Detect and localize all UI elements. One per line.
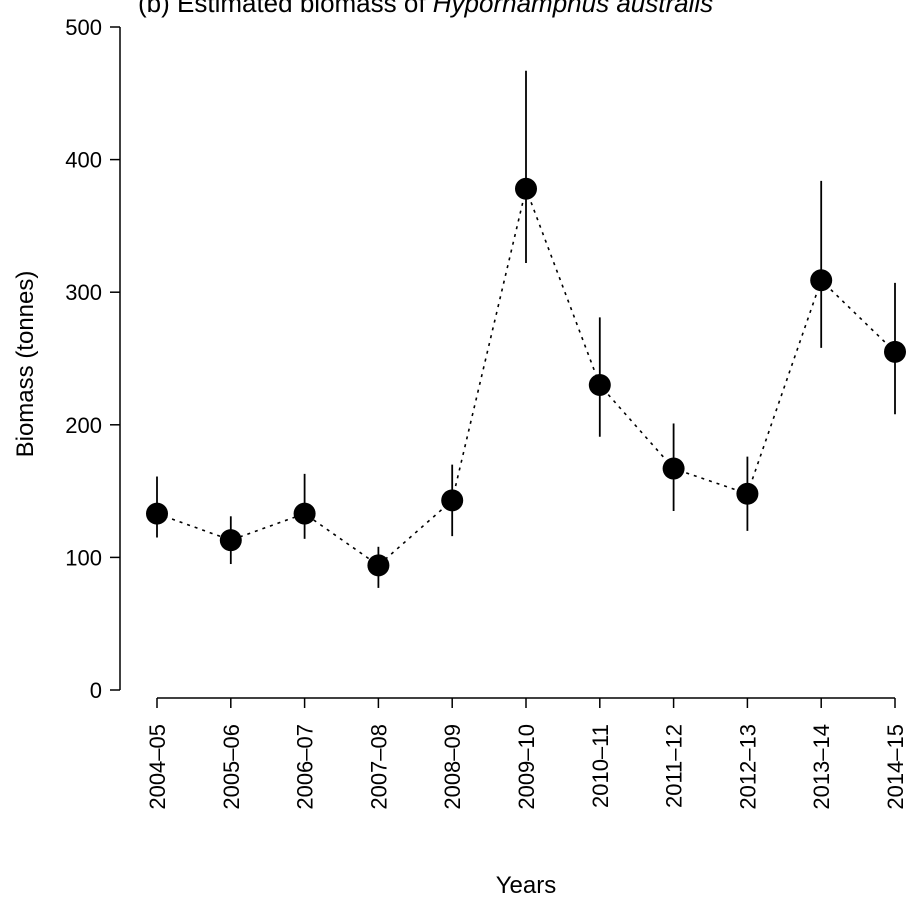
- data-point: [441, 489, 464, 512]
- x-tick-label: 2012–13: [735, 724, 760, 810]
- data-point: [810, 269, 833, 292]
- chart-title: (b) Estimated biomass of Hyporhamphus au…: [138, 0, 713, 18]
- data-point: [146, 502, 168, 525]
- y-tick-label: 300: [65, 280, 102, 305]
- chart-title-plain: (b) Estimated biomass of: [138, 0, 433, 18]
- y-tick-label: 400: [65, 148, 102, 173]
- x-tick-label: 2013–14: [809, 724, 834, 810]
- x-tick-label: 2005–06: [219, 724, 244, 810]
- x-tick-label: 2007–08: [366, 724, 391, 810]
- data-point: [588, 374, 611, 397]
- y-tick-label: 200: [65, 413, 102, 438]
- data-point: [293, 502, 316, 525]
- x-tick-label: 2014–15: [883, 724, 908, 810]
- x-tick-label: 2004–05: [145, 724, 170, 810]
- y-tick-label: 0: [90, 678, 102, 703]
- x-tick-label: 2008–09: [440, 724, 465, 810]
- data-point: [662, 457, 685, 480]
- series-layer: [146, 70, 906, 588]
- x-tick-label: 2010–11: [588, 724, 613, 808]
- y-tick-label: 500: [65, 15, 102, 40]
- x-axis: 2004–05 2005–06 2006–07 2007–08 2008–09 2009–…: [145, 697, 908, 810]
- x-tick-label: 2011–12: [662, 724, 687, 808]
- data-point: [736, 482, 759, 505]
- chart-title-italic: Hyporhamphus australis: [433, 0, 713, 18]
- y-axis-label: Biomass (tonnes): [12, 271, 39, 458]
- data-point: [515, 177, 537, 200]
- data-point: [219, 529, 242, 552]
- x-tick-label: 2006–07: [293, 724, 318, 810]
- y-tick-label: 100: [65, 545, 102, 570]
- x-tick-label: 2009–10: [514, 724, 539, 810]
- y-axis: 0 100 200 300 400 500: [65, 15, 121, 703]
- x-axis-label: Years: [496, 872, 557, 899]
- data-point: [367, 554, 390, 577]
- data-point: [884, 340, 906, 363]
